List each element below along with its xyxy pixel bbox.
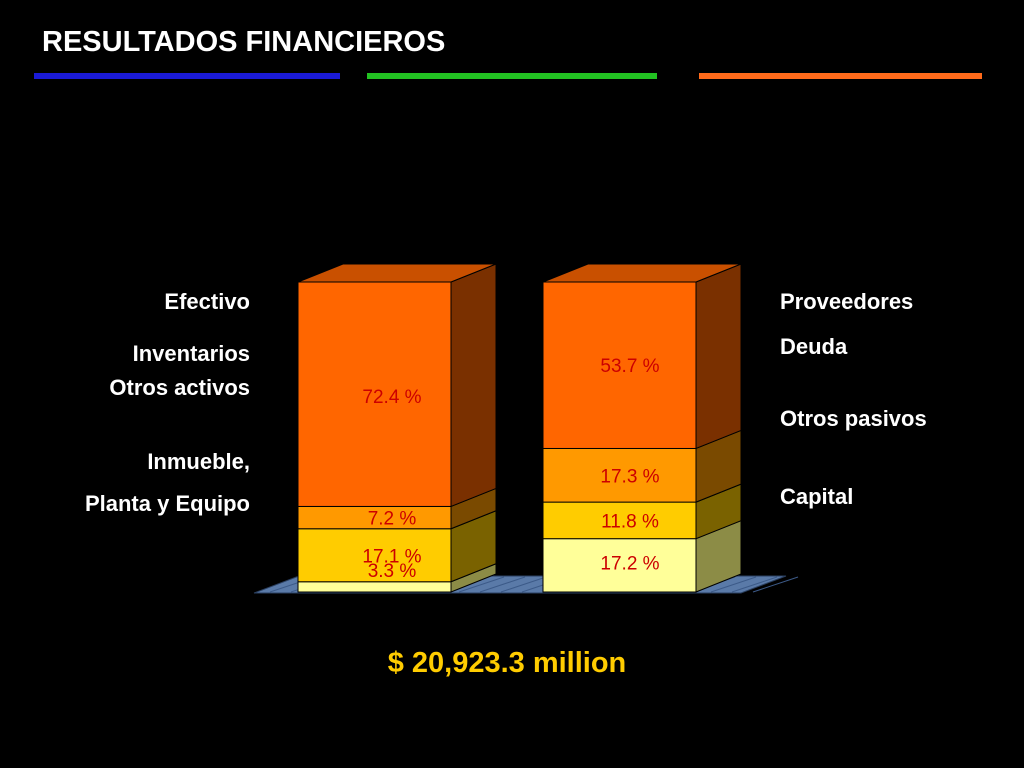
label-otros-pasivos: Otros pasivos: [780, 406, 927, 431]
slide-title: RESULTADOS FINANCIEROS: [42, 26, 446, 58]
label-otros-activos: Otros activos: [109, 375, 250, 400]
label-planta-equipo: Planta y Equipo: [84, 491, 250, 516]
bar-assets-top-face: [297, 263, 497, 283]
label-efectivo: Efectivo: [164, 289, 250, 314]
bar-assets-efectivo-value-label: 3.3 %: [368, 561, 417, 582]
label-inventarios: Inventarios: [132, 341, 250, 366]
bar-liabilities-top-face: [542, 263, 742, 283]
label-inmueble: Inmueble,: [147, 449, 250, 474]
floor-grid-line: [479, 576, 526, 593]
title-rule-green: [367, 73, 657, 79]
bar-assets-inventarios-value-label: 17.1 %: [362, 546, 421, 567]
bar-liabilities-deuda-segment: [542, 501, 697, 540]
bar-assets-otros-activos-value-label: 7.2 %: [368, 509, 417, 530]
label-deuda: Deuda: [780, 334, 848, 359]
title-rule-blue: [34, 73, 340, 79]
bar-assets-inmueble-planta-y-equipo-value-label: 72.4 %: [362, 387, 421, 408]
bar-liabilities-deuda-value-label: 11.8 %: [601, 511, 659, 532]
total-amount: $ 20,923.3 million: [387, 647, 627, 679]
title-rule-orange: [699, 73, 982, 79]
floor-grid-line: [500, 576, 547, 593]
bar-assets-efectivo-segment: [297, 581, 452, 593]
bar-liabilities-otros-pasivos-segment: [542, 447, 697, 503]
floor-grid-line: [731, 576, 778, 593]
bar-liabilities-proveedores-value-label: 17.2 %: [600, 553, 659, 574]
bar-assets-inmueble-planta-y-equipo-side: [450, 263, 497, 508]
label-proveedores: Proveedores: [780, 289, 914, 314]
label-capital: Capital: [780, 484, 854, 509]
bar-assets-inmueble-planta-y-equipo-segment: [297, 281, 452, 507]
bar-liabilities-capital-side: [695, 263, 742, 450]
floor-grid-line: [458, 576, 505, 593]
bar-liabilities-capital-value-label: 53.7 %: [600, 356, 659, 377]
floor-grid-line: [752, 576, 799, 593]
bar-liabilities-otros-pasivos-value-label: 17.3 %: [600, 466, 659, 487]
bar-liabilities-proveedores-segment: [542, 538, 697, 593]
floor-grid-line: [710, 576, 757, 593]
